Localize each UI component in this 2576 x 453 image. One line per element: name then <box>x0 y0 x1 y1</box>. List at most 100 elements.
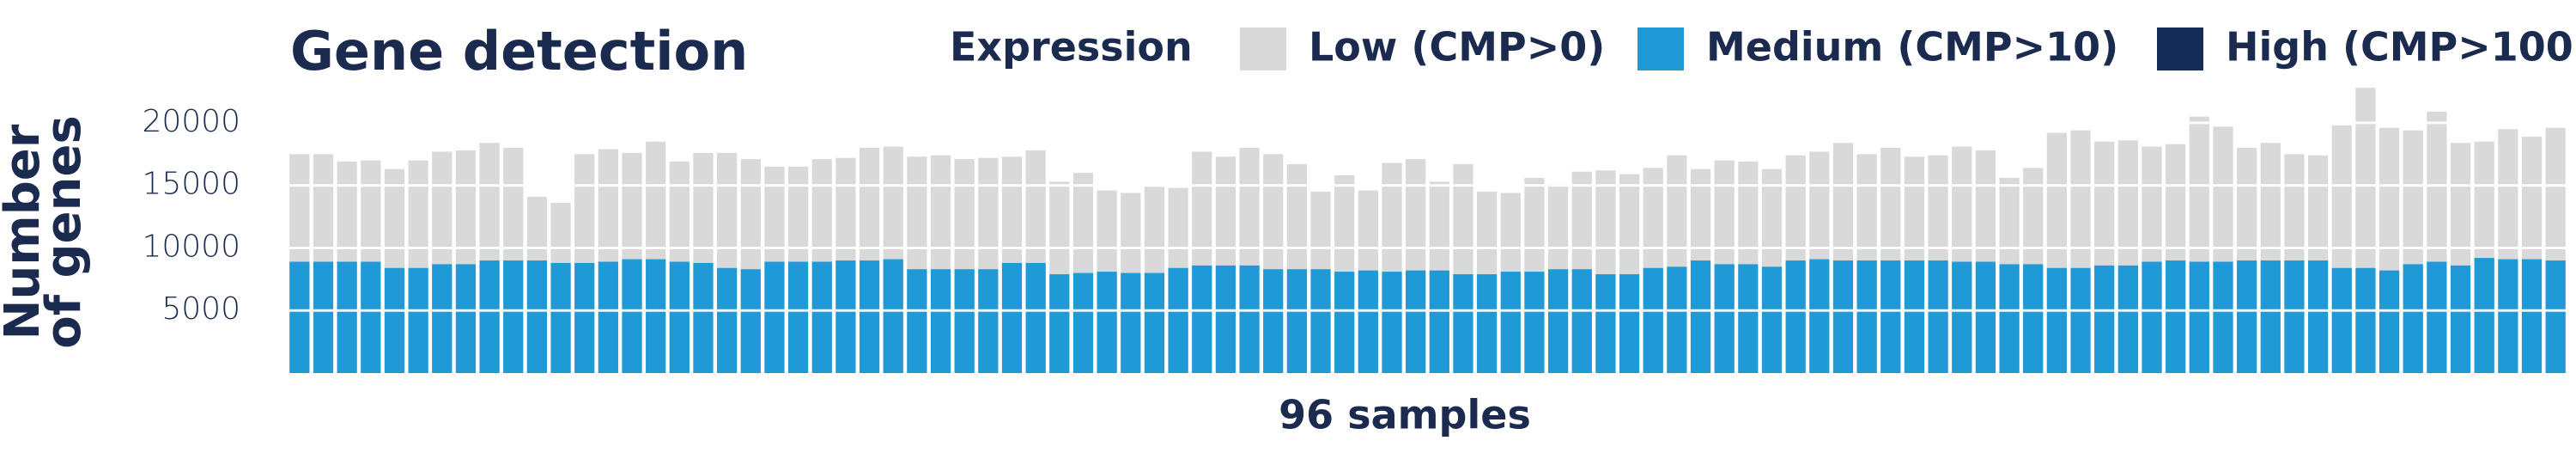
bar <box>550 352 570 373</box>
bar <box>1738 264 1759 373</box>
bar <box>2284 260 2305 373</box>
bar <box>1358 270 1378 373</box>
bar <box>1287 351 1307 373</box>
bar <box>740 269 761 373</box>
bar <box>954 269 975 373</box>
bar <box>764 351 784 373</box>
bar <box>598 261 618 373</box>
bar <box>2355 352 2375 373</box>
bar <box>2522 351 2542 373</box>
bar <box>2521 259 2543 373</box>
bar <box>1145 351 1164 373</box>
legend-swatch <box>2157 28 2203 70</box>
bar <box>361 261 381 373</box>
bar <box>1832 260 1854 373</box>
bar <box>1286 269 1308 373</box>
bar <box>1192 351 1212 373</box>
bar <box>2070 351 2090 373</box>
bar <box>717 267 738 373</box>
legend-swatch <box>1240 28 1286 70</box>
bar <box>1406 351 1425 373</box>
bar <box>1430 351 1449 373</box>
bar <box>1334 351 1354 373</box>
bar <box>1715 351 1735 373</box>
bar <box>2094 351 2114 373</box>
bar <box>2451 351 2470 373</box>
legend-title: Expression <box>950 24 1193 70</box>
bar <box>741 351 761 373</box>
bar <box>931 351 951 373</box>
bar <box>1738 351 1758 373</box>
bar <box>670 351 690 373</box>
bar <box>337 261 357 373</box>
bar <box>503 351 523 373</box>
bar <box>1382 351 1401 373</box>
bar <box>907 351 927 373</box>
bar <box>2474 258 2494 373</box>
bar <box>1595 274 1616 373</box>
bar <box>1690 260 1711 373</box>
bar <box>764 261 785 373</box>
bar <box>812 351 832 373</box>
bar <box>2189 261 2209 373</box>
chart-title: Gene detection <box>290 20 748 83</box>
bar <box>2166 351 2185 373</box>
bar <box>313 261 334 373</box>
legend-label: Low (CMP>0) <box>1309 24 1605 70</box>
bar <box>2023 351 2043 373</box>
bar <box>2023 264 2044 373</box>
bar <box>1667 351 1686 373</box>
bar <box>1072 272 1094 373</box>
bar <box>289 351 309 373</box>
legend-label: Medium (CMP>10) <box>1706 24 2118 70</box>
bar <box>1477 351 1497 373</box>
bar <box>2450 265 2471 373</box>
y-tick-label: 20000 <box>142 104 240 139</box>
bar <box>1619 274 1640 373</box>
bar <box>432 264 453 373</box>
bar <box>503 260 524 373</box>
bar <box>1975 261 1996 373</box>
bar <box>1049 352 1069 373</box>
y-axis-label-line: Number <box>0 124 51 340</box>
bar <box>1572 352 1592 373</box>
bar <box>1358 351 1378 373</box>
y-tick-label: 5000 <box>161 291 240 327</box>
bar <box>1691 351 1710 373</box>
bar <box>1524 351 1544 373</box>
bar <box>1857 351 1877 373</box>
bar <box>2498 259 2518 373</box>
bar <box>1595 353 1615 373</box>
bar <box>2331 267 2352 373</box>
bar <box>835 260 856 373</box>
bar <box>1761 266 1783 373</box>
bar <box>2546 351 2566 373</box>
bar <box>1216 351 1236 373</box>
bar <box>835 351 855 373</box>
bar <box>1548 351 1568 373</box>
y-axis-label-line: of genes <box>36 115 92 349</box>
bar <box>1144 272 1165 373</box>
bar <box>1809 259 1830 373</box>
bar <box>1026 351 1046 373</box>
bar <box>2379 356 2399 373</box>
bar <box>1856 260 1877 373</box>
bar <box>2427 351 2446 373</box>
bar <box>2142 351 2161 373</box>
y-axis-label: Number of genes <box>0 115 92 349</box>
bar <box>1714 264 1735 373</box>
bar <box>1263 269 1284 373</box>
bar <box>2332 351 2352 373</box>
bar <box>289 261 310 373</box>
bar <box>1904 260 1925 373</box>
bar <box>2308 351 2328 373</box>
bar <box>1429 270 1449 373</box>
bar <box>1310 351 1330 373</box>
bar <box>1952 261 1972 373</box>
bar <box>550 262 571 373</box>
bar <box>2475 351 2494 373</box>
bar <box>1619 353 1639 373</box>
bar <box>456 351 476 373</box>
bar <box>2237 351 2257 373</box>
bar <box>408 351 428 373</box>
